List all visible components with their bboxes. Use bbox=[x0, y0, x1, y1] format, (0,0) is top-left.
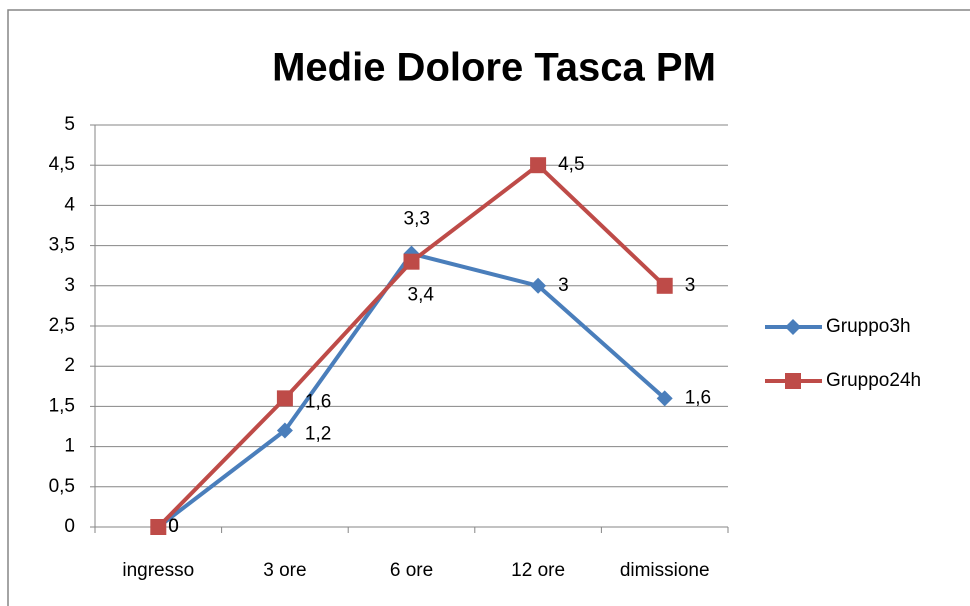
y-tick-label: 0,5 bbox=[49, 476, 75, 497]
y-tick-label: 2,5 bbox=[49, 315, 75, 336]
data-label: 4,5 bbox=[558, 154, 584, 175]
chart-border bbox=[7, 9, 970, 606]
data-label: 3 bbox=[558, 275, 569, 296]
marker bbox=[276, 422, 293, 439]
x-tick-label: ingresso bbox=[122, 560, 194, 581]
data-label: 3,3 bbox=[404, 209, 430, 230]
data-label: 3 bbox=[685, 275, 696, 296]
data-label: 0 bbox=[168, 516, 179, 537]
x-tick-label: 3 ore bbox=[263, 560, 306, 581]
y-tick-label: 3,5 bbox=[49, 235, 75, 256]
data-label: 1,6 bbox=[685, 387, 711, 408]
legend-marker bbox=[785, 373, 801, 389]
y-tick-label: 4 bbox=[64, 194, 75, 215]
y-tick-label: 1,5 bbox=[49, 395, 75, 416]
marker bbox=[150, 519, 167, 535]
x-tick-label: 6 ore bbox=[390, 560, 433, 581]
marker bbox=[656, 277, 673, 294]
data-label: 1,2 bbox=[305, 424, 331, 445]
y-tick-label: 0 bbox=[64, 516, 75, 537]
y-tick-label: 1 bbox=[64, 436, 75, 457]
legend-marker bbox=[785, 319, 801, 335]
data-label: 3,4 bbox=[408, 285, 435, 306]
legend-label: Gruppo3h bbox=[826, 316, 911, 337]
marker bbox=[656, 390, 673, 407]
y-tick-label: 4,5 bbox=[49, 154, 75, 175]
marker bbox=[530, 157, 547, 174]
y-tick-label: 2 bbox=[64, 355, 75, 376]
data-label: 1,6 bbox=[305, 391, 331, 412]
y-tick-label: 3 bbox=[64, 275, 75, 296]
marker bbox=[530, 277, 547, 294]
data-label: 0 bbox=[168, 516, 179, 537]
x-tick-label: dimissione bbox=[620, 560, 710, 581]
y-tick-label: 5 bbox=[64, 114, 75, 135]
x-tick-label: 12 ore bbox=[511, 560, 565, 581]
marker bbox=[276, 390, 293, 407]
marker bbox=[403, 245, 420, 262]
legend-label: Gruppo24h bbox=[826, 370, 921, 391]
marker bbox=[403, 253, 420, 270]
chart-title: Medie Dolore Tasca PM bbox=[272, 46, 716, 90]
